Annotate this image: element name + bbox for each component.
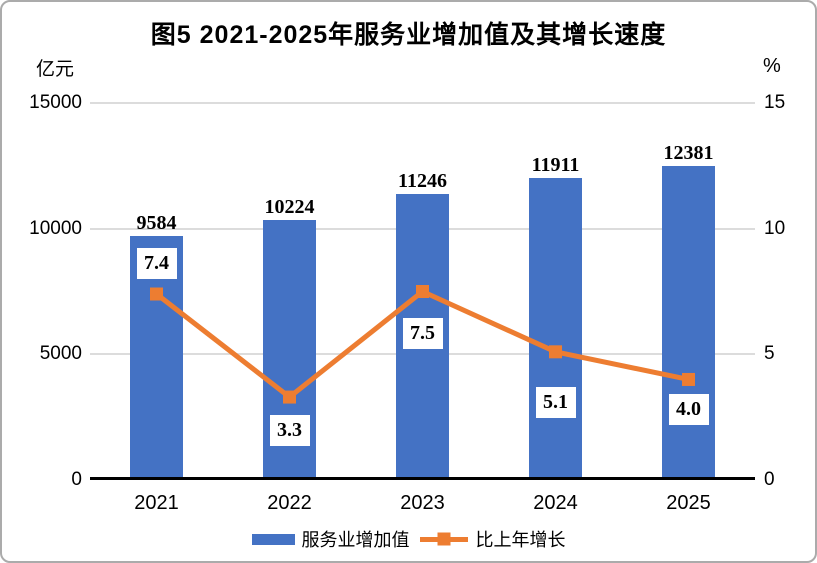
right-axis-tick-label: 10	[764, 217, 786, 239]
legend-bar-label: 服务业增加值	[301, 530, 410, 550]
right-axis-tick-label: 15	[764, 92, 786, 113]
line-value-label: 7.5	[402, 318, 443, 349]
legend: 服务业增加值 比上年增长	[2, 525, 815, 553]
line-marker-icon	[283, 390, 296, 404]
line-value-label: 5.1	[535, 387, 576, 419]
growth-line-series	[150, 285, 695, 404]
x-axis-label: 2023	[400, 492, 445, 514]
legend-line-swatch	[419, 532, 468, 546]
left-axis-tick-label: 15000	[29, 92, 82, 113]
line-marker-icon	[549, 345, 562, 359]
gridline	[90, 102, 755, 104]
left-axis-tick-label: 10000	[29, 217, 82, 239]
x-axis-label: 2021	[134, 492, 179, 514]
right-axis-tick-label: 5	[764, 343, 775, 365]
chart-title: 图5 2021-2025年服务业增加值及其增长速度	[150, 21, 667, 49]
line-value-label: 3.3	[269, 414, 310, 446]
bar-value-label: 9584	[136, 212, 177, 235]
bar-value-label: 11911	[531, 153, 580, 176]
line-marker-icon	[416, 285, 429, 298]
line-value-label: 4.0	[668, 393, 709, 425]
legend-line-marker-icon	[437, 532, 450, 546]
left-axis-unit: 亿元	[36, 59, 75, 80]
bar	[529, 177, 582, 477]
legend-bar-swatch	[251, 533, 295, 545]
legend-line-label: 比上年增长	[475, 530, 566, 550]
left-axis-tick-label: 0	[71, 469, 82, 490]
line-marker-icon	[682, 372, 695, 386]
line-marker-icon	[150, 287, 163, 301]
x-axis-label: 2024	[533, 492, 578, 514]
bar-value-label: 11246	[398, 170, 447, 193]
x-axis-label: 2022	[267, 492, 312, 514]
plot-area: 9584 10224 11246 11911 12381 7.4 3.3 7.5 5.1 4.0	[90, 102, 755, 480]
line-value-label: 7.4	[136, 247, 177, 279]
left-axis-tick-label: 5000	[39, 343, 82, 365]
x-axis-label: 2025	[666, 492, 711, 514]
bar-value-label: 12381	[663, 141, 714, 164]
right-axis-tick-label: 0	[764, 469, 775, 490]
bar	[662, 165, 715, 477]
right-axis-unit: %	[763, 55, 781, 77]
bar-value-label: 10224	[264, 196, 315, 219]
